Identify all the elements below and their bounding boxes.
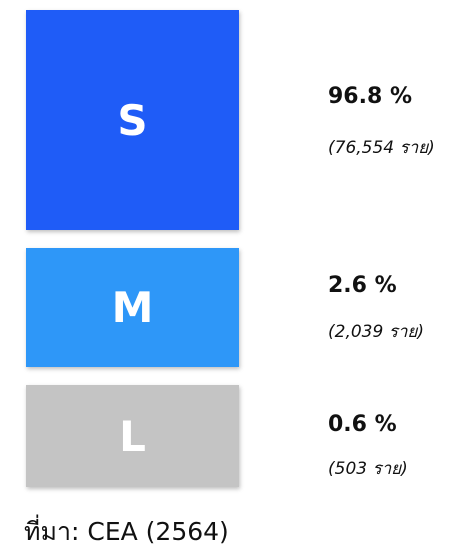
count-text: (503 ราย)	[328, 459, 408, 479]
count-text: (2,039 ราย)	[328, 322, 424, 342]
share-text: 2.6 %	[328, 273, 397, 298]
share-text: 0.6 %	[328, 412, 397, 437]
share-text: 96.8 %	[328, 84, 412, 109]
source-note: ที่มา: CEA (2564)	[24, 517, 229, 546]
count-text: (76,554 ราย)	[328, 138, 435, 158]
size-box: S	[26, 10, 239, 230]
size-box: L	[26, 385, 239, 487]
size-box: M	[26, 248, 239, 367]
